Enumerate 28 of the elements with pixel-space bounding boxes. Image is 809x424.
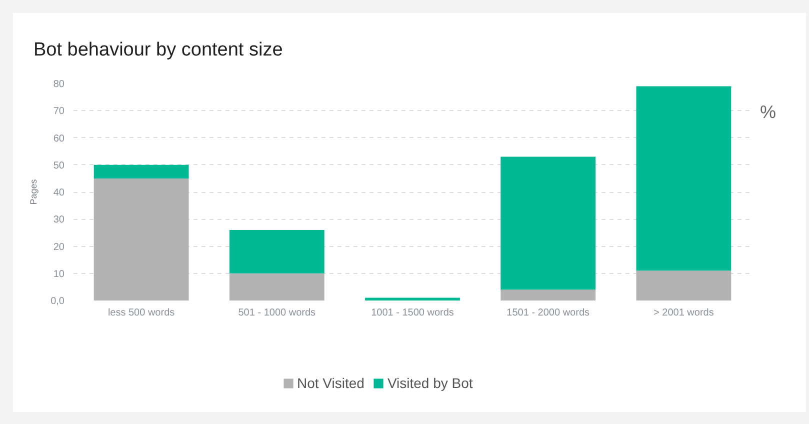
y-tick-label: 80 <box>53 79 65 90</box>
bar <box>229 230 324 274</box>
y-tick-label: 40 <box>53 188 65 198</box>
bar <box>500 156 596 290</box>
bar <box>94 164 189 178</box>
bar <box>636 270 732 300</box>
y-tick-label: 70 <box>53 106 65 118</box>
y-tick-label: 10 <box>53 268 65 280</box>
x-tick-label: 1001 - 1500 words <box>371 308 454 318</box>
x-tick-label: > 2001 words <box>654 308 714 318</box>
bar <box>365 298 460 300</box>
legend-label: Visited by Bot <box>387 375 473 391</box>
x-tick-label: 501 - 1000 words <box>238 308 316 318</box>
y-tick-label: 60 <box>53 133 65 144</box>
y-axis-title: Pages <box>28 178 39 205</box>
legend-label: Not Visited <box>297 375 364 391</box>
x-tick-label: less 500 words <box>108 308 175 318</box>
bar <box>94 178 189 300</box>
bar <box>636 86 732 271</box>
bar <box>229 273 324 300</box>
chart-title: Bot behaviour by content size <box>34 40 283 60</box>
bar <box>500 290 596 300</box>
y-tick-label: 0,0 <box>50 296 65 307</box>
y-tick-label: 30 <box>53 214 65 226</box>
y-tick-label: 50 <box>53 160 65 172</box>
x-tick-label: 1501 - 2000 words <box>506 308 590 318</box>
y-tick-label: 20 <box>53 242 65 253</box>
text: % <box>760 101 776 124</box>
